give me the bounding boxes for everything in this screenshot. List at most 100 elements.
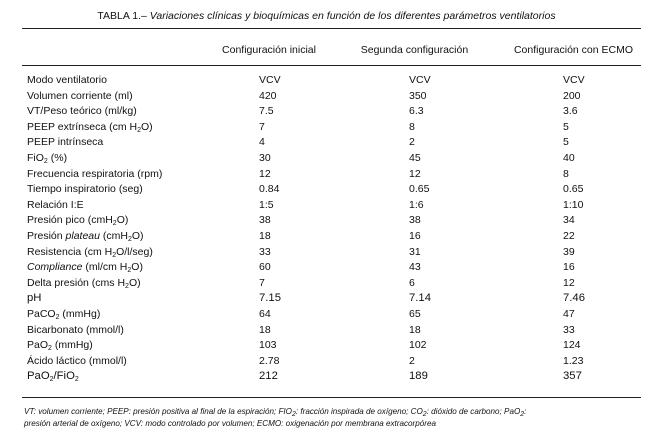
top-rule [22, 28, 641, 29]
footnote-text-1c: : dióxido de carbono; PaO [426, 407, 521, 416]
table-cell: 12 [409, 167, 421, 180]
table-cell: 33 [563, 323, 575, 336]
row-label-subscript: 2 [127, 235, 132, 243]
table-cell: 1:6 [409, 198, 424, 211]
row-label: PaO2 (mmHg) [27, 338, 93, 354]
table-cell: 2.78 [259, 354, 280, 367]
row-label-part: VT/Peso teórico (ml/kg) [27, 105, 137, 118]
footnote-line-1: VT: volumen corriente; PEEP: presión pos… [24, 406, 644, 418]
row-label-part: Tiempo inspiratorio (seg) [27, 183, 143, 196]
row-label: Relación I:E [27, 198, 84, 214]
table-cell: 18 [259, 229, 271, 242]
table-row: Delta presión (cms H2O) 7 6 12 [0, 276, 653, 292]
row-label-part: Ácido láctico (mmol/l) [27, 354, 127, 367]
row-label-part: O) [128, 276, 141, 289]
table-title-number: TABLA 1.– [97, 10, 147, 22]
table-cell: 18 [259, 323, 271, 336]
table-cell: 212 [259, 370, 278, 383]
row-label-part: plateau [65, 229, 100, 242]
table-cell: 7.14 [409, 292, 431, 305]
table-cell: 4 [259, 136, 265, 149]
table-cell: 64 [259, 307, 271, 320]
table-cell: 5 [563, 136, 569, 149]
table-cell: 30 [259, 151, 271, 164]
table-row: PaO2 (mmHg) 103 102 124 [0, 338, 653, 354]
row-label-part: O/l/seg) [116, 245, 153, 258]
table-cell: 60 [259, 261, 271, 274]
table-cell: 0.65 [563, 183, 584, 196]
row-label-subscript: 2 [74, 376, 79, 384]
row-label-part: PaO [27, 370, 50, 383]
column-header-initial: Configuración inicial [222, 44, 316, 56]
row-label-subscript: 2 [127, 267, 132, 275]
column-header-second: Segunda configuración [360, 44, 469, 56]
table-cell: 16 [563, 261, 575, 274]
row-label: pH [27, 291, 41, 307]
row-label: Ácido láctico (mmol/l) [27, 354, 127, 370]
row-label-part: Frecuencia respiratoria (rpm) [27, 167, 163, 180]
table-cell: VCV [409, 74, 431, 86]
row-label-subscript: 2 [43, 157, 48, 165]
table-title: TABLA 1.– Variaciones clínicas y bioquím… [0, 9, 653, 23]
row-label-part: (mmHg) [51, 339, 93, 352]
row-label-part: PaO [27, 339, 49, 352]
footnote-text-1b: : fracción inspirada de oxígeno; CO [295, 407, 423, 416]
row-label-part: Presión [27, 229, 66, 242]
table-cell: 189 [409, 370, 428, 383]
table-cell: 38 [259, 214, 271, 227]
row-label-part: Delta presión (cms H [27, 276, 126, 289]
row-label: FiO2 (%) [27, 151, 67, 167]
table-cell: 8 [409, 120, 415, 133]
row-label-subscript: 2 [112, 251, 117, 259]
table-cell: 7.15 [259, 292, 281, 305]
table-cell: 18 [409, 323, 421, 336]
table-cell: 7.46 [563, 292, 585, 305]
table-cell: 39 [563, 245, 575, 258]
row-label-part: pH [27, 292, 42, 305]
row-label-subscript: 2 [125, 282, 129, 290]
row-label-part: Modo ventilatorio [27, 74, 107, 86]
table-row: PEEP intrínseca 4 2 5 [0, 135, 653, 151]
row-label-part: FiO [27, 151, 44, 164]
table-cell: 12 [259, 167, 271, 180]
row-label-part: O) [131, 229, 144, 242]
table-cell: 40 [563, 151, 575, 164]
row-label-part: Compliance [27, 261, 83, 274]
table-row: pH 7.15 7.14 7.46 [0, 291, 653, 307]
table-cell: 3.6 [563, 105, 578, 118]
table-cell: 47 [563, 307, 575, 320]
row-label-subscript: 2 [55, 313, 60, 321]
table-cell: 2 [409, 136, 415, 149]
row-label-part: PaCO [27, 307, 56, 320]
table-cell: 124 [563, 339, 581, 352]
footnote-line-2: presión arterial de oxígeno; VCV: modo c… [24, 418, 436, 428]
table-cell: 33 [259, 245, 271, 258]
row-label: Presión pico (cmH2O) [27, 213, 128, 229]
table-cell: 12 [563, 276, 575, 289]
row-label-subscript: 2 [112, 220, 117, 228]
row-label: Modo ventilatorio [27, 73, 107, 89]
table-cell: 6.3 [409, 105, 424, 118]
table-cell: 16 [409, 229, 421, 242]
table-row: Relación I:E 1:5 1:6 1:10 [0, 198, 653, 214]
table-cell: 102 [409, 339, 427, 352]
footnote-sub-2: 2 [422, 411, 427, 418]
row-label-part: O) [116, 214, 129, 227]
row-label-part: Volumen corriente (ml) [27, 89, 133, 102]
row-label-part: (mmHg) [59, 307, 101, 320]
row-label-part: O) [131, 261, 143, 274]
table-cell: 1.23 [563, 354, 584, 367]
bottom-rule [22, 397, 641, 398]
table-row: Tiempo inspiratorio (seg) 0.84 0.65 0.65 [0, 182, 653, 198]
table-row: Modo ventilatorio VCV VCV VCV [0, 73, 653, 89]
table-cell: VCV [563, 74, 585, 86]
row-label-part: (ml/cm H [82, 261, 128, 274]
header-rule [22, 65, 641, 66]
row-label-part: O) [141, 120, 153, 133]
row-label: Delta presión (cms H2O) [27, 276, 141, 292]
table-cell: 420 [259, 89, 277, 102]
row-label: VT/Peso teórico (ml/kg) [27, 104, 137, 120]
table-row: Presión pico (cmH2O) 38 38 34 [0, 213, 653, 229]
table-cell: 1:5 [259, 198, 274, 211]
